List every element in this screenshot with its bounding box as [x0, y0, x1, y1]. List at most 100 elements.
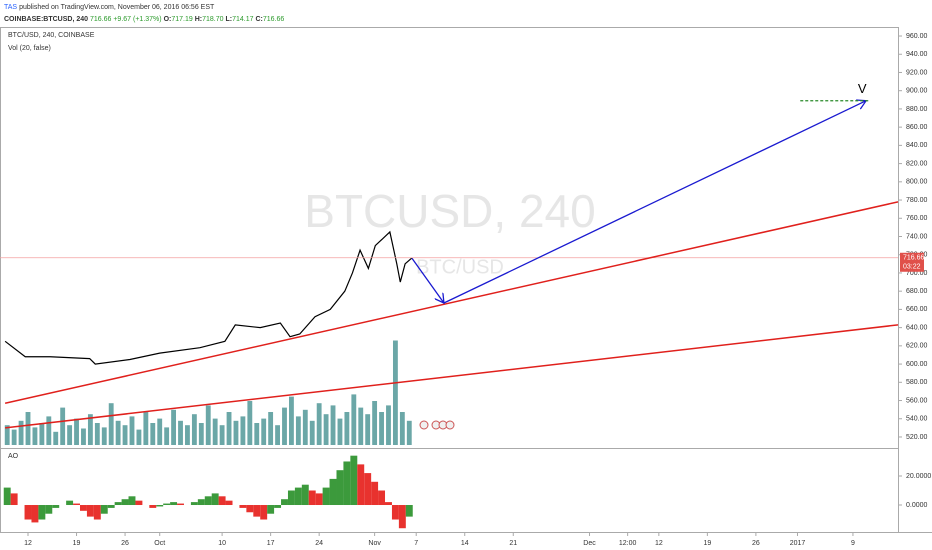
volume-bar	[289, 396, 294, 445]
ao-bar	[281, 499, 288, 506]
h: 718.70	[202, 16, 224, 23]
ao-bar	[398, 505, 406, 529]
volume-bar	[178, 420, 183, 445]
x-tick-label: Oct	[154, 540, 165, 547]
volume-bar	[46, 416, 52, 445]
y-tick-label: 760.00	[906, 215, 928, 222]
volume-bar	[25, 412, 31, 445]
volume-bar	[330, 405, 336, 445]
ao-bar	[350, 455, 358, 506]
ao-bar	[73, 503, 80, 506]
arrow-segment	[411, 257, 444, 303]
y-tick-label: 540.00	[906, 416, 928, 423]
volume-bar	[399, 412, 405, 445]
ao-bar	[378, 490, 386, 506]
ao-bar	[45, 505, 53, 514]
volume-bar	[94, 423, 100, 445]
author: TAS	[4, 4, 17, 11]
ao-bar	[86, 505, 94, 517]
ao-bar	[114, 502, 122, 506]
y-tick-label: 820.00	[906, 160, 928, 167]
x-tick-label: 19	[703, 540, 711, 547]
volume-bar	[53, 431, 59, 445]
ao-bar	[156, 505, 164, 507]
y-tick-label: 880.00	[906, 106, 928, 113]
symbol: COINBASE:BTCUSD, 240	[4, 16, 88, 23]
volume-bar	[351, 394, 357, 445]
y-tick-label: 840.00	[906, 142, 928, 149]
volume-bar	[87, 414, 93, 445]
volume-bar	[198, 423, 204, 445]
y-tick-label: 600.00	[906, 361, 928, 368]
ao-bar	[246, 505, 254, 513]
volume-bar	[365, 414, 371, 445]
y-tick-label: 740.00	[906, 233, 928, 240]
x-tick-label: Dec	[583, 540, 596, 547]
volume-bar	[157, 418, 163, 445]
ao-bar	[135, 500, 143, 506]
price-line	[4, 230, 413, 365]
volume-bar	[337, 418, 343, 445]
ao-bar	[204, 496, 212, 506]
volume-bar	[212, 418, 218, 445]
y-tick-label: 660.00	[906, 306, 928, 313]
volume-bar	[344, 412, 350, 445]
arrow-segment	[443, 101, 866, 304]
trendline	[4, 201, 899, 404]
x-tick-label: Nov	[368, 540, 381, 547]
y-tick-label: 860.00	[906, 124, 928, 131]
ao-bar	[121, 499, 129, 506]
price-label-box	[900, 252, 924, 272]
volume-bar	[268, 412, 274, 445]
x-tick-label: 14	[461, 540, 469, 547]
h-label: H:	[195, 16, 202, 23]
ao-bar	[267, 505, 275, 514]
y-tick-label: 680.00	[906, 288, 928, 295]
volume-bar	[191, 414, 197, 445]
ao-bar	[38, 505, 46, 520]
x-tick-label: 7	[414, 540, 418, 547]
volume-bar	[226, 412, 232, 445]
volume-bar	[261, 418, 267, 445]
x-tick-label: 12:00	[619, 540, 637, 547]
y-tick-label: 560.00	[906, 397, 928, 404]
y-tick-label: 920.00	[906, 69, 928, 76]
ao-bar	[308, 490, 316, 506]
volume-bar	[205, 405, 211, 445]
volume-bar	[60, 407, 66, 445]
y-tick-label: 580.00	[906, 379, 928, 386]
trendline	[5, 324, 899, 429]
volume-bar	[406, 420, 412, 445]
volume-bar	[282, 407, 287, 445]
ao-bar	[364, 473, 372, 506]
volume-bar	[386, 405, 391, 445]
ao-bar	[225, 500, 233, 506]
volume-bar	[254, 423, 260, 445]
ao-bar	[315, 493, 323, 506]
c-label: C:	[255, 16, 262, 23]
ao-bar	[253, 505, 261, 517]
x-tick-label: 12	[24, 540, 32, 547]
event-icons	[419, 420, 455, 430]
volume-bar	[323, 414, 329, 445]
l: 714.17	[232, 16, 254, 23]
change: +9.67 (+1.37%)	[113, 16, 161, 23]
published: published on TradingView.com, November 0…	[19, 4, 215, 11]
y-tick-label: 800.00	[906, 179, 928, 186]
countdown-label: 03:22	[903, 264, 921, 271]
volume-legend: Vol (20, false)	[8, 45, 51, 52]
ao-bar	[107, 505, 115, 508]
price-label: 716.66	[903, 255, 925, 262]
header-line2: COINBASE:BTCUSD, 240 716.66 +9.67 (+1.37…	[4, 16, 284, 23]
ao-bar	[197, 499, 205, 506]
volume-bar	[11, 429, 17, 445]
ao-bar	[260, 505, 268, 520]
y-tick-label: 700.00	[906, 270, 928, 277]
ao-bar	[336, 470, 344, 506]
volume-bar	[379, 412, 384, 445]
ao-bar	[239, 505, 247, 508]
ao-bar	[31, 505, 39, 523]
x-tick-label: 2017	[790, 540, 806, 547]
ao-legend: AO	[8, 453, 19, 460]
